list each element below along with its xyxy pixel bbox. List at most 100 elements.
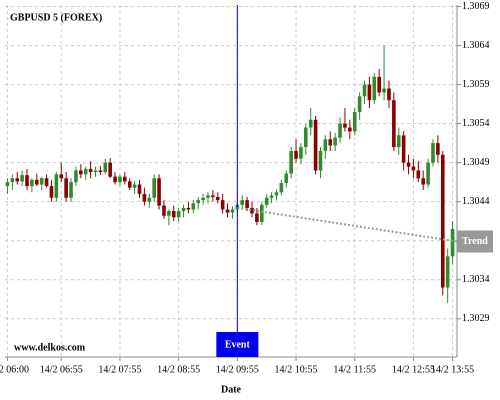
candle-body (289, 150, 293, 174)
candle-body (284, 173, 289, 183)
candle-body (352, 111, 357, 132)
candle-body (88, 168, 93, 173)
candle-body (74, 170, 78, 183)
candle-body (299, 147, 303, 159)
candle-body (245, 200, 249, 208)
candle-body (132, 184, 137, 188)
candle-body (103, 162, 108, 173)
candle-body (30, 179, 34, 187)
candle-body (362, 84, 367, 97)
watermark: www.delkos.com (14, 342, 86, 353)
candle-body (357, 96, 362, 112)
candle-body (118, 176, 122, 183)
candle-body (123, 176, 127, 182)
y-tick-label: 1.3044 (462, 196, 490, 207)
candle-body (186, 207, 191, 210)
event-label: Event (225, 339, 251, 350)
candle-body (259, 204, 264, 222)
candle-body (450, 229, 455, 257)
candle-body (230, 209, 235, 213)
candle-body (157, 178, 161, 206)
candle-body (264, 197, 269, 205)
candle-body (49, 186, 54, 198)
y-tick-label: 1.3034 (462, 274, 490, 285)
x-tick-label: 14/2 13:55 (431, 364, 474, 375)
candle-body (367, 84, 372, 101)
candle-body (167, 211, 171, 216)
candle-body (308, 119, 313, 128)
candle-body (421, 178, 426, 185)
candle-body (79, 170, 83, 175)
x-tick-label: 14/2 06:55 (40, 364, 83, 375)
candle-body (34, 179, 39, 185)
candle-body (401, 135, 406, 163)
candle-body (250, 207, 254, 214)
candles (5, 45, 455, 304)
chart-title: GBPUSD 5 (FOREX) (10, 12, 102, 23)
candle-body (196, 200, 201, 204)
event-box (216, 332, 259, 357)
candle-body (436, 143, 440, 155)
candle-body (348, 127, 352, 132)
candle-body (127, 181, 132, 188)
trend-box (457, 230, 493, 253)
x-tick-label: 14/2 07:55 (98, 364, 141, 375)
candle-body (39, 178, 44, 185)
candle-body (304, 127, 308, 148)
candle-body (318, 150, 323, 171)
candle-body (59, 174, 64, 179)
candle-body (215, 197, 220, 201)
candle-body (181, 207, 186, 212)
y-tick-label: 1.3029 (462, 313, 490, 324)
trend-label: Trend (462, 236, 488, 247)
trend-line (237, 206, 458, 243)
x-tick-label: 14/2 10:55 (275, 364, 318, 375)
candle-body (191, 203, 196, 210)
candle-body (294, 150, 298, 159)
candle-body (392, 100, 396, 148)
candle-body (64, 178, 68, 198)
x-tick-label: 14/2 09:55 (216, 364, 259, 375)
candle-body (206, 195, 210, 198)
candle-body (240, 200, 245, 205)
candle-body (220, 200, 225, 210)
candle-body (69, 182, 73, 198)
candle-body (54, 174, 59, 198)
candle-body (20, 175, 24, 182)
candle-body (431, 143, 435, 163)
x-tick-label: 14/2 06:00 (0, 364, 29, 375)
candle-body (15, 178, 20, 182)
y-tick-label: 1.3064 (462, 40, 490, 51)
x-tick-label: 14/2 11:55 (333, 364, 376, 375)
candle-body (98, 170, 103, 173)
candle-body (93, 170, 98, 173)
candle-body (387, 88, 391, 101)
candle-body (10, 178, 15, 183)
candle-body (328, 139, 333, 146)
candle-body (426, 162, 430, 185)
candle-body (396, 135, 401, 148)
candle-body (279, 182, 284, 193)
y-tick-label: 1.3049 (462, 157, 490, 168)
candle-body (255, 213, 259, 222)
x-tick-label: 14/2 08:55 (157, 364, 200, 375)
y-tick-label: 1.3069 (462, 1, 490, 12)
candle-body (211, 195, 215, 197)
candle-body (323, 139, 328, 151)
candle-body (269, 195, 274, 198)
candle-body (338, 123, 342, 138)
candle-body (25, 175, 29, 187)
candle-body (406, 162, 411, 167)
candle-body (142, 193, 147, 202)
candle-body (382, 88, 386, 93)
candle-body (440, 154, 445, 288)
candle-body (411, 166, 416, 171)
candle-body (137, 184, 142, 194)
candle-body (108, 162, 112, 177)
y-tick-label: 1.3054 (462, 118, 490, 129)
candle-body (201, 197, 205, 201)
candle-body (83, 168, 88, 175)
candle-body (44, 178, 49, 187)
candle-body (225, 209, 230, 213)
